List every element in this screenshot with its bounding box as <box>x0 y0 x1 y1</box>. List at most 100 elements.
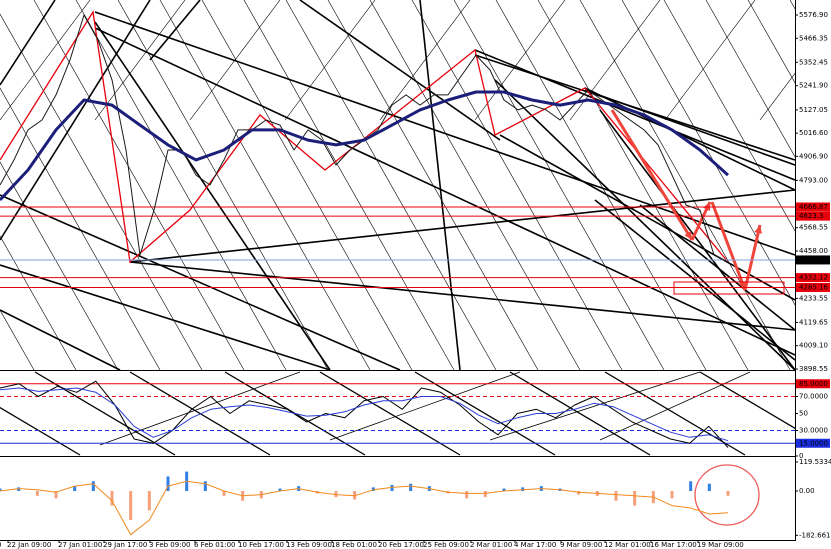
trendline <box>0 13 203 371</box>
histogram-bar <box>483 490 487 498</box>
histogram-bar <box>110 490 114 506</box>
histogram-bar <box>614 490 618 501</box>
histogram-bar <box>166 476 170 491</box>
histogram-bar <box>409 483 413 491</box>
y-tick-label: 85.0000 <box>799 380 828 388</box>
x-tick-label: 3 Feb 09:00 <box>149 541 190 549</box>
series-line <box>0 480 729 536</box>
tick-label-bg <box>796 438 830 448</box>
trendline <box>149 0 201 61</box>
channel-line <box>34 371 176 456</box>
x-tick-label: 6 Feb 01:00 <box>194 541 235 549</box>
y-tick-label: 5241.90 <box>799 82 828 90</box>
y-tick-label: 3898.55 <box>799 365 828 373</box>
y-tick-label: 4793.00 <box>799 176 828 184</box>
trendline <box>474 0 566 121</box>
trendline <box>379 0 471 121</box>
trendline <box>599 109 796 371</box>
y-tick-label: 4568.55 <box>799 224 828 232</box>
histogram-bar <box>0 488 2 491</box>
histogram-bar <box>17 487 21 491</box>
series-line <box>0 387 729 442</box>
trendline <box>663 0 831 295</box>
histogram-bar <box>91 481 95 491</box>
price-level-bg <box>796 273 830 283</box>
trendline <box>0 0 151 241</box>
arrow-head <box>684 231 692 240</box>
histogram-bar <box>129 490 133 521</box>
x-tick-label: 10 Feb 17:00 <box>238 541 284 549</box>
y-tick-label: -182.6615 <box>799 531 831 539</box>
y-tick-label: 70.0000 <box>799 393 828 401</box>
series-line <box>0 90 730 202</box>
histogram-bar <box>390 484 394 491</box>
x-tick-label: 29 Jan 17:00 <box>103 541 147 549</box>
histogram-bar <box>222 490 226 496</box>
arrow-head <box>754 225 762 234</box>
tick-label-bg <box>796 379 830 389</box>
trendline <box>0 235 77 371</box>
x-tick-label: 9 Mar 09:00 <box>560 541 602 549</box>
zigzag <box>0 10 729 264</box>
x-tick-label: 0 <box>0 541 1 549</box>
x-tick-label: 12 Mar 01:00 <box>604 541 651 549</box>
trendline <box>584 89 796 166</box>
histogram-bar <box>203 481 207 491</box>
trendline <box>284 0 376 121</box>
price-level-bg <box>796 255 830 265</box>
histogram-bar <box>371 487 375 491</box>
trendline <box>0 309 121 371</box>
trendline <box>495 0 707 371</box>
trendline <box>0 264 331 371</box>
trendlines <box>0 0 831 526</box>
trendline <box>494 79 796 371</box>
histogram-bar <box>465 490 469 499</box>
y-tick-label: 5016.60 <box>799 129 828 137</box>
channel-line <box>414 371 556 456</box>
trendline <box>117 0 329 371</box>
y-tick-label: 5352.45 <box>799 58 828 66</box>
trendline <box>419 0 461 371</box>
price-level-label: 4415.69 <box>799 256 828 264</box>
histogram-bar <box>73 486 77 491</box>
histogram-bar <box>353 490 357 500</box>
trendline <box>0 0 56 86</box>
y-tick-label: 5466.35 <box>799 34 828 42</box>
x-tick-label: 4 Mar 17:00 <box>514 541 556 549</box>
y-tick-label: 4233.55 <box>799 294 828 302</box>
channel-line <box>319 371 461 456</box>
y-tick-label: 4119.65 <box>799 318 828 326</box>
trendline <box>299 0 501 141</box>
trendline <box>129 261 796 331</box>
arrow <box>710 201 747 291</box>
histogram-bar <box>670 490 674 499</box>
trendline <box>453 0 665 371</box>
axes: 5576.90 5466.35 5352.45 5241.90 5127.05 5016.… <box>0 11 831 549</box>
y-tick-label: 5127.05 <box>799 106 828 114</box>
histogram-bar <box>633 490 637 506</box>
plot-area <box>0 14 795 536</box>
histogram-bar <box>278 488 282 491</box>
x-tick-label: 20 Feb 17:00 <box>378 541 424 549</box>
histogram-bar <box>334 490 338 498</box>
x-tick-label: 27 Jan 01:00 <box>58 541 102 549</box>
x-tick-label: 18 Feb 01:00 <box>331 541 377 549</box>
series-line <box>0 380 729 448</box>
histogram-bar <box>502 488 506 491</box>
trendline <box>327 0 539 371</box>
histogram-bar <box>577 490 581 495</box>
trendline <box>639 204 796 331</box>
price-level-label: 4285.16 <box>799 283 828 291</box>
x-tick-label: 2 Mar 01:00 <box>470 541 512 549</box>
trendline <box>579 0 791 371</box>
trendline <box>594 199 796 361</box>
trendline <box>94 0 186 121</box>
price-level-label: 4332.12 <box>799 274 828 282</box>
histogram-bar <box>707 483 711 491</box>
y-tick-label: 0.00 <box>799 487 815 495</box>
highlight-circle <box>694 464 760 526</box>
y-tick-label: 30.0000 <box>799 427 828 435</box>
y-tick-label: 4458.00 <box>799 247 828 255</box>
